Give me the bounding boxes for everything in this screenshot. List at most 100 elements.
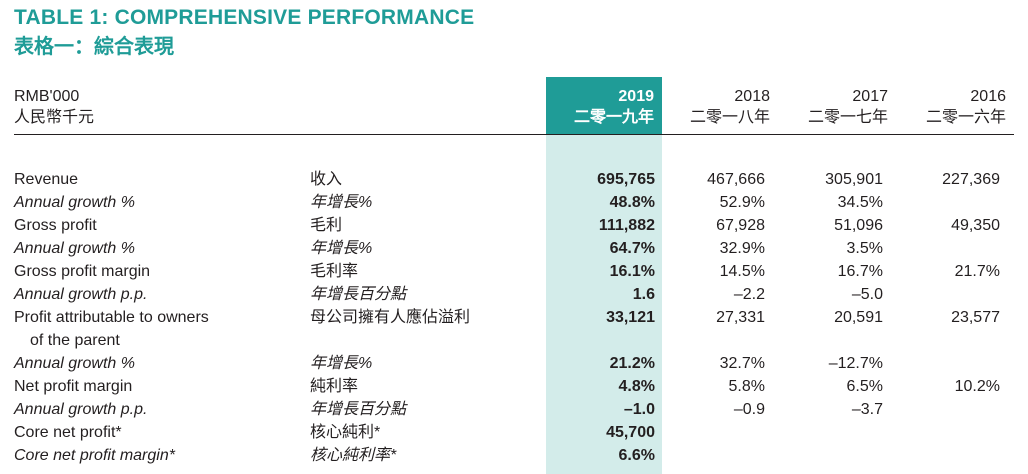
year-header-2018: 2018 二零一八年 [690, 86, 770, 128]
cell-2018: 32.9% [719, 240, 765, 257]
row-spacer-left [0, 375, 14, 398]
cell-2016 [883, 329, 1000, 352]
performance-table: Revenue 收入 695,765 467,666 305,901 227,369 Ann… [0, 168, 1028, 467]
row-label-english: Gross profit [14, 217, 97, 234]
row-label-english: Revenue [14, 171, 79, 188]
row-label-english: Annual growth % [14, 240, 135, 257]
row-spacer-left [0, 237, 14, 260]
header-divider [14, 134, 1014, 135]
row-label-english: Gross profit margin [14, 263, 151, 280]
cell-2017 [765, 444, 883, 467]
row-label-chinese: 收入 [310, 171, 343, 188]
row-spacer-left [0, 398, 14, 421]
year-label-chinese: 二零一七年 [807, 109, 888, 126]
cell-2017: 16.7% [837, 263, 883, 280]
row-spacer-left [0, 306, 14, 329]
table-title-chinese: 表格一：綜合表現 [14, 36, 174, 58]
cell-2016 [883, 237, 1000, 260]
cell-2018 [655, 444, 765, 467]
row-label-chinese: 年增長百分點 [310, 401, 407, 418]
cell-2018: 67,928 [716, 217, 765, 234]
cell-2016: 227,369 [942, 171, 1000, 188]
cell-2019: 45,700 [606, 424, 655, 441]
year-label-chinese: 二零一八年 [689, 109, 770, 126]
highlight-column-2019 [546, 77, 662, 474]
cell-2019: –1.0 [623, 401, 655, 418]
cell-2016 [883, 421, 1000, 444]
row-spacer-right [1000, 260, 1028, 283]
row-spacer-right [1000, 375, 1028, 398]
unit-label-chinese: 人民幣千元 [14, 109, 95, 126]
unit-label: RMB'000 人民幣千元 [14, 86, 94, 128]
cell-2019 [546, 329, 655, 352]
cell-2018: 14.5% [719, 263, 765, 280]
row-spacer-right [1000, 352, 1028, 375]
cell-2016 [883, 398, 1000, 421]
row-spacer-left [0, 214, 14, 237]
cell-2019: 48.8% [609, 194, 655, 211]
cell-2018: –2.2 [733, 286, 765, 303]
row-label-english: Annual growth p.p. [14, 401, 148, 418]
cell-2019: 33,121 [606, 309, 655, 326]
row-label-chinese: 母公司擁有人應佔溢利 [310, 309, 471, 326]
row-label-chinese: 毛利率 [310, 263, 359, 280]
cell-2018 [655, 329, 765, 352]
year-header-2019: 2019 二零一九年 [574, 86, 654, 128]
cell-2019: 111,882 [598, 217, 655, 234]
table-title-english: TABLE 1: COMPREHENSIVE PERFORMANCE [14, 6, 475, 29]
cell-2017: 305,901 [825, 171, 883, 188]
year-label-chinese: 二零一九年 [573, 109, 654, 126]
row-spacer-left [0, 421, 14, 444]
cell-2018 [655, 421, 765, 444]
row-spacer-right [1000, 329, 1028, 352]
row-label-chinese: 核心純利率* [310, 447, 397, 464]
row-spacer-left [0, 283, 14, 306]
row-label-english: Profit attributable to owners [14, 309, 209, 326]
cell-2019: 21.2% [609, 355, 655, 372]
cell-2019: 64.7% [609, 240, 655, 257]
row-spacer-left [0, 168, 14, 191]
year-header-2017: 2017 二零一七年 [808, 86, 888, 128]
row-spacer-right [1000, 398, 1028, 421]
cell-2017: 51,096 [834, 217, 883, 234]
row-spacer-right [1000, 306, 1028, 329]
row-label-english: of the parent [30, 332, 120, 349]
row-spacer-right [1000, 283, 1028, 306]
row-spacer-right [1000, 237, 1028, 260]
year-label: 2017 [852, 88, 888, 105]
year-label: 2018 [734, 88, 770, 105]
row-spacer-right [1000, 444, 1028, 467]
cell-2019: 695,765 [597, 171, 655, 188]
cell-2019: 6.6% [618, 447, 655, 464]
cell-2018: 467,666 [707, 171, 765, 188]
row-label-chinese: 年增長% [310, 194, 373, 211]
row-spacer-left [0, 329, 14, 352]
cell-2018: 5.8% [728, 378, 765, 395]
row-label-chinese: 年增長% [310, 240, 373, 257]
cell-2017: 3.5% [846, 240, 883, 257]
row-label-chinese: 毛利 [310, 217, 343, 234]
cell-2018: 52.9% [719, 194, 765, 211]
cell-2016: 49,350 [951, 217, 1000, 234]
cell-2018: 27,331 [716, 309, 765, 326]
cell-2016: 10.2% [954, 378, 1000, 395]
cell-2017: –12.7% [828, 355, 883, 372]
row-spacer-left [0, 352, 14, 375]
cell-2016 [883, 191, 1000, 214]
cell-2017: –5.0 [851, 286, 883, 303]
row-label-english: Core net profit margin* [14, 447, 175, 464]
cell-2016 [883, 444, 1000, 467]
cell-2017: 34.5% [837, 194, 883, 211]
cell-2017: –3.7 [851, 401, 883, 418]
year-header-2016: 2016 二零一六年 [926, 86, 1006, 128]
cell-2016 [883, 283, 1000, 306]
unit-label-english: RMB'000 [14, 88, 80, 105]
row-spacer-right [1000, 168, 1028, 191]
cell-2019: 4.8% [618, 378, 655, 395]
cell-2018: 32.7% [719, 355, 765, 372]
row-spacer-right [1000, 214, 1028, 237]
cell-2017 [765, 421, 883, 444]
cell-2016: 21.7% [954, 263, 1000, 280]
row-label-chinese: 年增長百分點 [310, 286, 407, 303]
row-label-chinese: 純利率 [310, 378, 359, 395]
